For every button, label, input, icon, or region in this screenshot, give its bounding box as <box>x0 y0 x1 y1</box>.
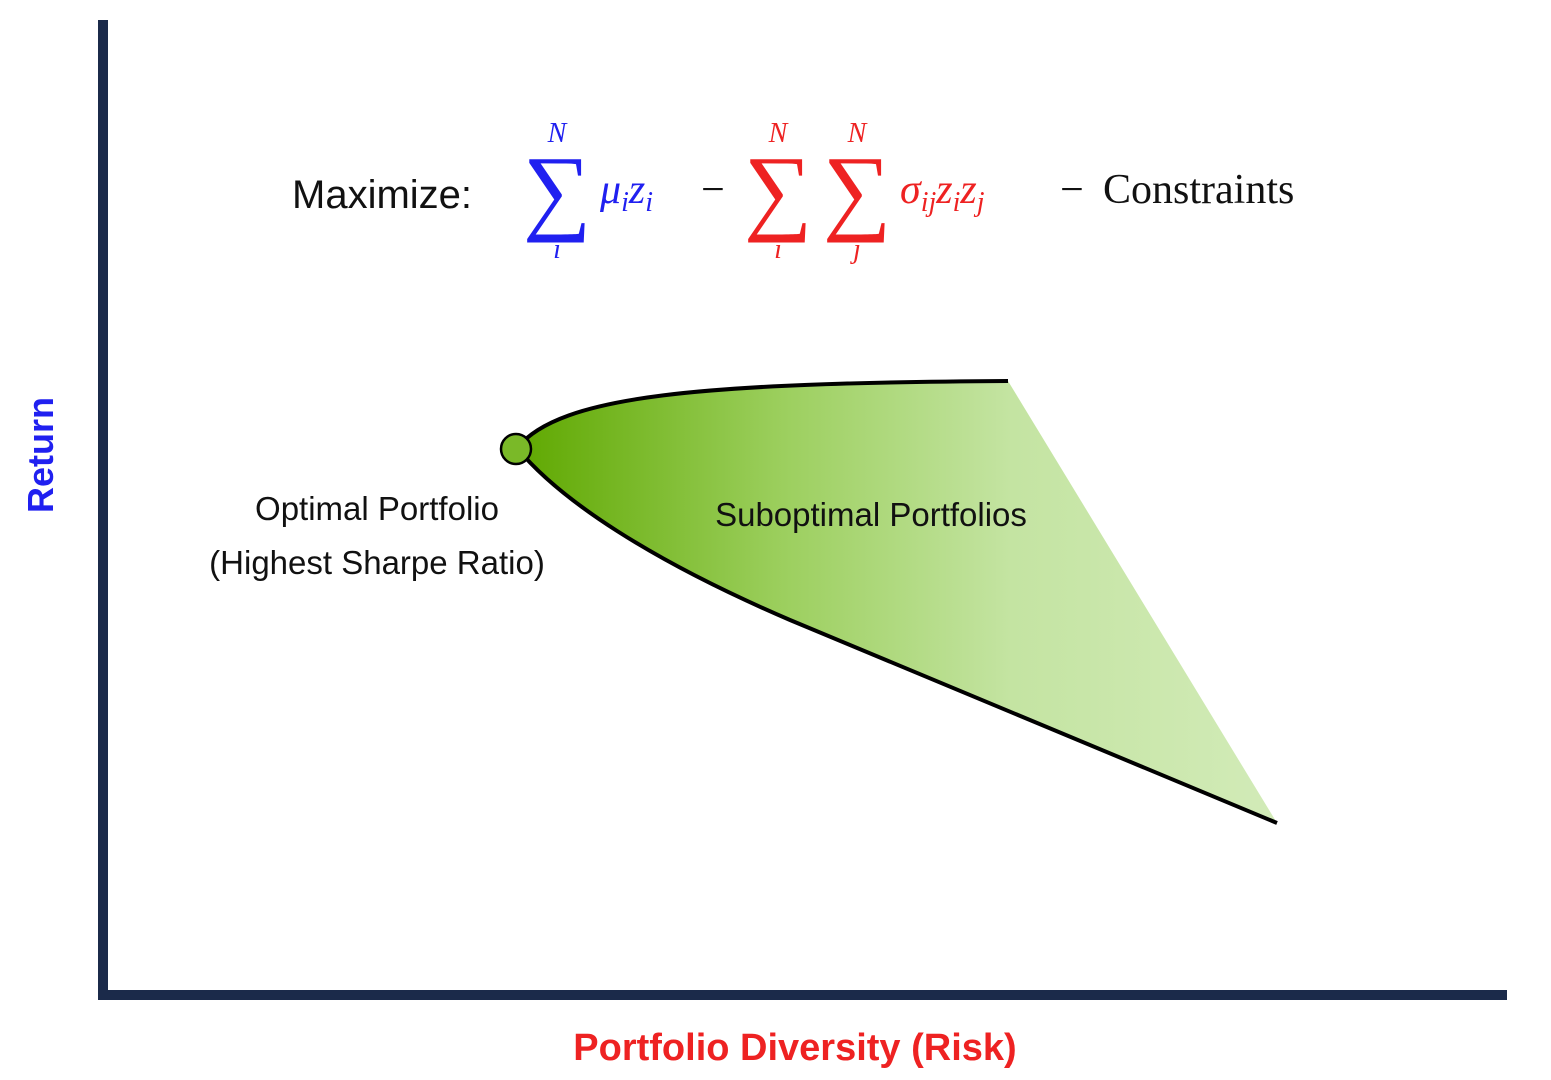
sum-lower: i <box>553 234 561 265</box>
sum-upper: N <box>547 118 568 149</box>
symbol: σ <box>900 167 923 213</box>
constraints: Constraints <box>1103 167 1294 213</box>
subscript: j <box>974 187 985 218</box>
subscript: i <box>645 187 653 218</box>
portfolio-region <box>517 381 1277 823</box>
symbol: z <box>628 167 645 213</box>
symbol: μ <box>599 167 621 213</box>
sum-lower: j <box>850 234 861 265</box>
term: μizi <box>599 167 653 218</box>
operator: − <box>701 167 725 213</box>
annotation: (Highest Sharpe Ratio) <box>209 544 545 581</box>
x-axis-label: Portfolio Diversity (Risk) <box>573 1027 1016 1069</box>
annotation: Suboptimal Portfolios <box>715 496 1027 533</box>
symbol: z <box>959 167 976 213</box>
sum-symbol: ∑ <box>744 136 812 243</box>
frontier-upper <box>515 379 1009 450</box>
sum-upper: N <box>768 118 789 149</box>
subscript: ij <box>921 187 937 218</box>
y-axis-label: Return <box>20 397 61 513</box>
optimal-point <box>499 432 533 466</box>
sum-symbol: ∑ <box>523 136 591 243</box>
sum-symbol: ∑ <box>823 136 891 243</box>
sum-lower: i <box>774 234 782 265</box>
formula-label: Maximize: <box>292 173 472 217</box>
term: σijzizj <box>900 167 985 218</box>
annotation: Optimal Portfolio <box>255 490 499 527</box>
frontier-lower <box>515 446 1278 825</box>
operator: − <box>1060 167 1084 213</box>
subscript: i <box>621 187 629 218</box>
symbol: z <box>935 167 952 213</box>
subscript: i <box>953 187 961 218</box>
sum-upper: N <box>847 118 868 149</box>
